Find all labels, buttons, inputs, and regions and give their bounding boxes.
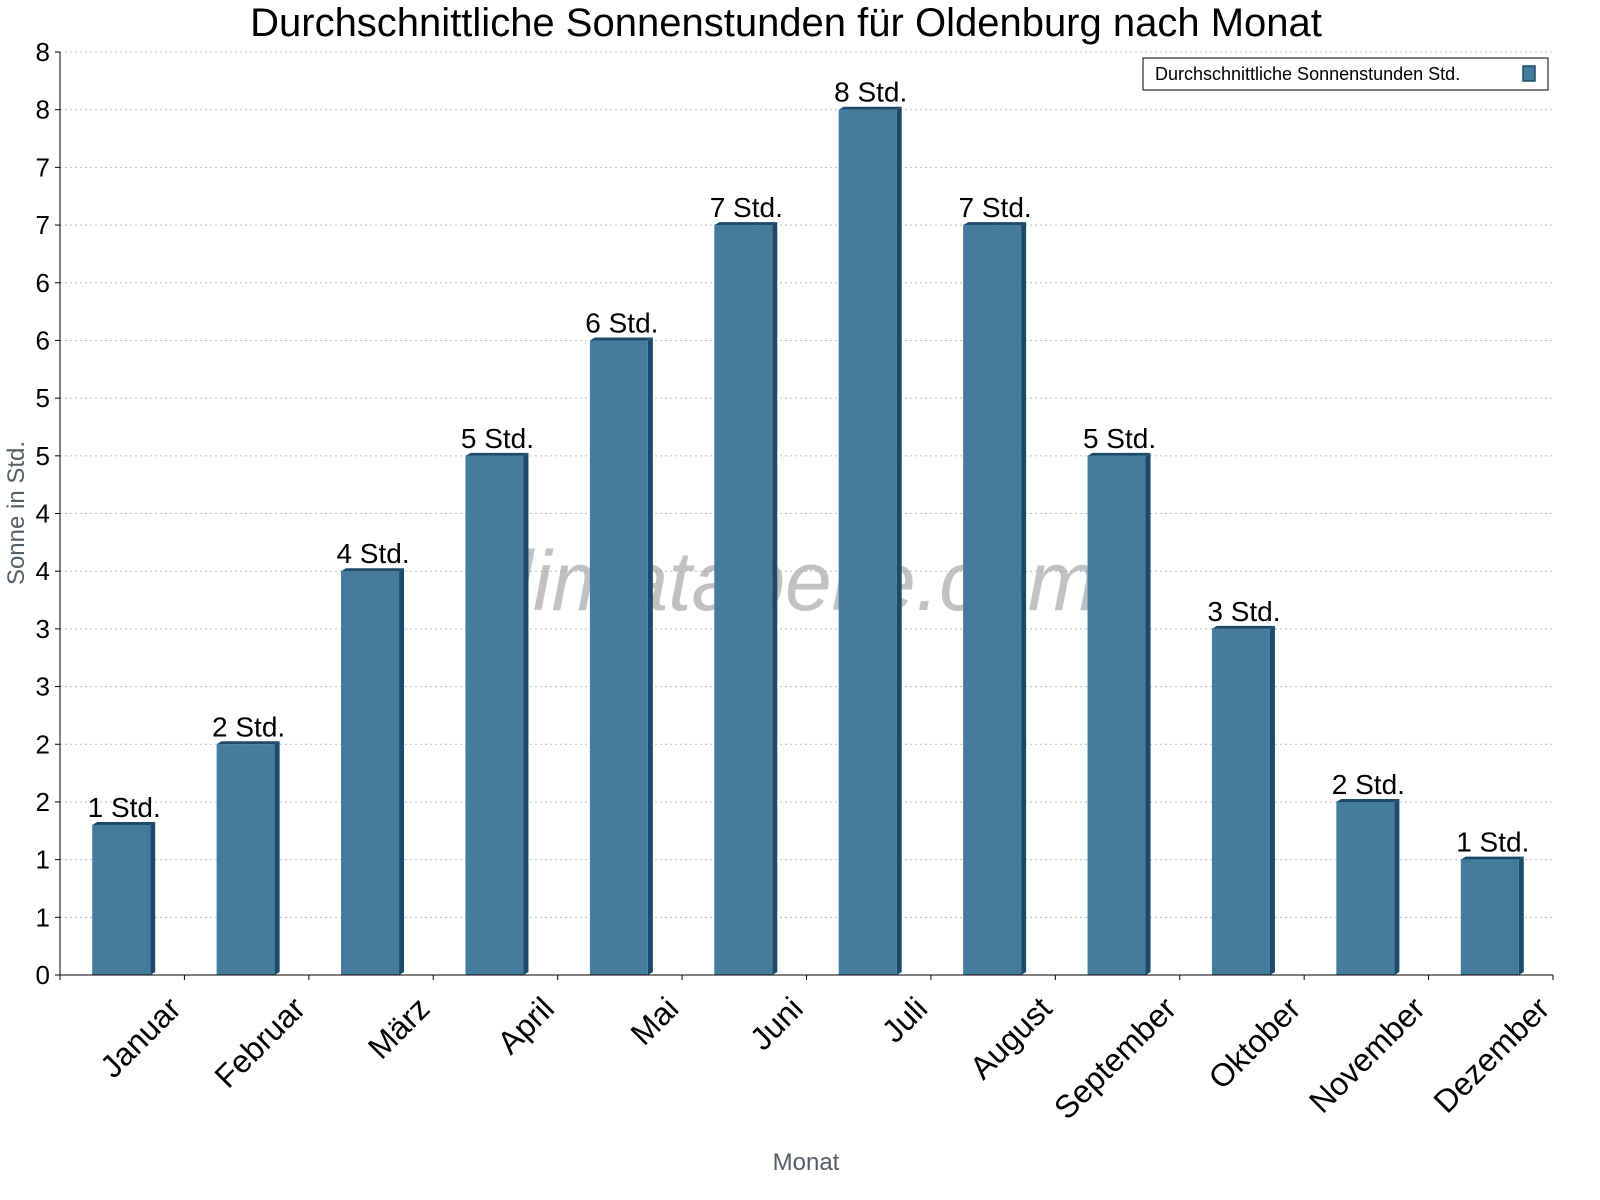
grid	[60, 51, 1553, 918]
y-tick-label: 8	[36, 37, 50, 67]
y-tick-label: 7	[36, 210, 50, 240]
y-tick-label: 3	[36, 614, 50, 644]
bar-side	[896, 106, 902, 975]
x-tick-label: Juni	[743, 990, 810, 1057]
data-label: 2 Std.	[1332, 769, 1405, 800]
y-tick-label: 7	[36, 152, 50, 182]
bar-side	[1394, 798, 1400, 975]
bar-side	[1269, 625, 1275, 975]
x-tick-label: März	[361, 990, 437, 1066]
bar-side	[772, 222, 778, 975]
bar	[1460, 859, 1519, 975]
x-tick-label: September	[1047, 990, 1183, 1126]
bar-top	[216, 741, 280, 745]
y-tick-label: 3	[36, 672, 50, 702]
y-tick-label: 4	[36, 499, 50, 529]
data-label: 8 Std.	[834, 77, 907, 108]
bar-top	[465, 452, 529, 456]
bar	[1211, 628, 1270, 975]
x-tick-label: Dezember	[1426, 990, 1556, 1120]
y-tick-label: 2	[36, 729, 50, 759]
data-label: 4 Std.	[336, 538, 409, 569]
y-tick-label: 5	[36, 383, 50, 413]
bars: 1 Std. 2 Std. 4 Std. 5 Std. 6 Std. 7 Std. 8 St…	[88, 77, 1529, 975]
x-axis-ticks: Januar Februar März April Mai Juni Juli AugustS…	[59, 975, 1557, 1126]
y-tick-label: 0	[36, 960, 50, 990]
bar	[216, 744, 275, 975]
y-tick-label: 1	[36, 902, 50, 932]
bar	[963, 225, 1022, 975]
bar	[1087, 455, 1146, 975]
bar-top	[341, 568, 405, 572]
data-label: 3 Std.	[1207, 596, 1280, 627]
x-tick-label: Januar	[93, 990, 188, 1085]
x-tick-label: Februar	[207, 990, 312, 1095]
data-label: 5 Std.	[461, 423, 534, 454]
bar	[341, 571, 400, 975]
bar-top	[714, 222, 778, 226]
bar-top	[1336, 798, 1400, 802]
legend: Durchschnittliche Sonnenstunden Std.	[1142, 57, 1549, 91]
bar	[465, 455, 524, 975]
bar-side	[523, 452, 529, 975]
legend-box	[1142, 57, 1549, 91]
y-tick-label: 2	[36, 787, 50, 817]
bar	[714, 225, 773, 975]
bar-top	[1087, 452, 1151, 456]
bar-side	[1021, 222, 1027, 975]
x-tick-label: November	[1302, 990, 1432, 1120]
bar	[838, 109, 897, 975]
data-label: 1 Std.	[1456, 827, 1529, 858]
bar-side	[1145, 452, 1151, 975]
bar-top	[838, 106, 902, 110]
bar-top	[589, 337, 653, 341]
bar-top	[92, 822, 156, 826]
data-label: 7 Std.	[959, 192, 1032, 223]
y-tick-label: 8	[36, 95, 50, 125]
chart-title: Durchschnittliche Sonnenstunden für Olde…	[250, 1, 1322, 45]
x-tick-label: Juli	[875, 990, 934, 1049]
data-label: 1 Std.	[88, 792, 161, 823]
bar-top	[963, 222, 1027, 226]
bar-top	[1211, 625, 1275, 629]
data-label: 5 Std.	[1083, 423, 1156, 454]
bar	[1336, 801, 1395, 975]
bar	[92, 825, 151, 975]
x-tick-label: April	[490, 990, 561, 1061]
bar-side	[274, 741, 280, 975]
y-tick-label: 1	[36, 845, 50, 875]
y-tick-label: 4	[36, 556, 50, 586]
data-label: 7 Std.	[710, 192, 783, 223]
x-tick-label: Oktober	[1202, 990, 1308, 1096]
bar-top	[1460, 856, 1524, 860]
bar-side	[1518, 856, 1524, 975]
bar-side	[399, 568, 405, 975]
legend-swatch	[1522, 65, 1536, 82]
x-tick-label: Mai	[623, 990, 685, 1052]
bar-side	[647, 337, 653, 975]
x-tick-label: August	[963, 990, 1059, 1086]
y-axis-ticks: 0 1 1 2 2 3 3 4 4 5 5 6 6 7 7 8 8	[36, 37, 60, 990]
y-axis-label: Sonne in Std.	[3, 441, 30, 585]
bar-side	[150, 822, 156, 975]
bar	[589, 340, 648, 975]
y-tick-label: 5	[36, 441, 50, 471]
y-tick-label: 6	[36, 325, 50, 355]
x-axis-label: Monat	[773, 1149, 840, 1176]
y-tick-label: 6	[36, 268, 50, 298]
data-label: 6 Std.	[585, 307, 658, 338]
data-label: 2 Std.	[212, 711, 285, 742]
legend-label: Durchschnittliche Sonnenstunden Std.	[1155, 64, 1460, 84]
